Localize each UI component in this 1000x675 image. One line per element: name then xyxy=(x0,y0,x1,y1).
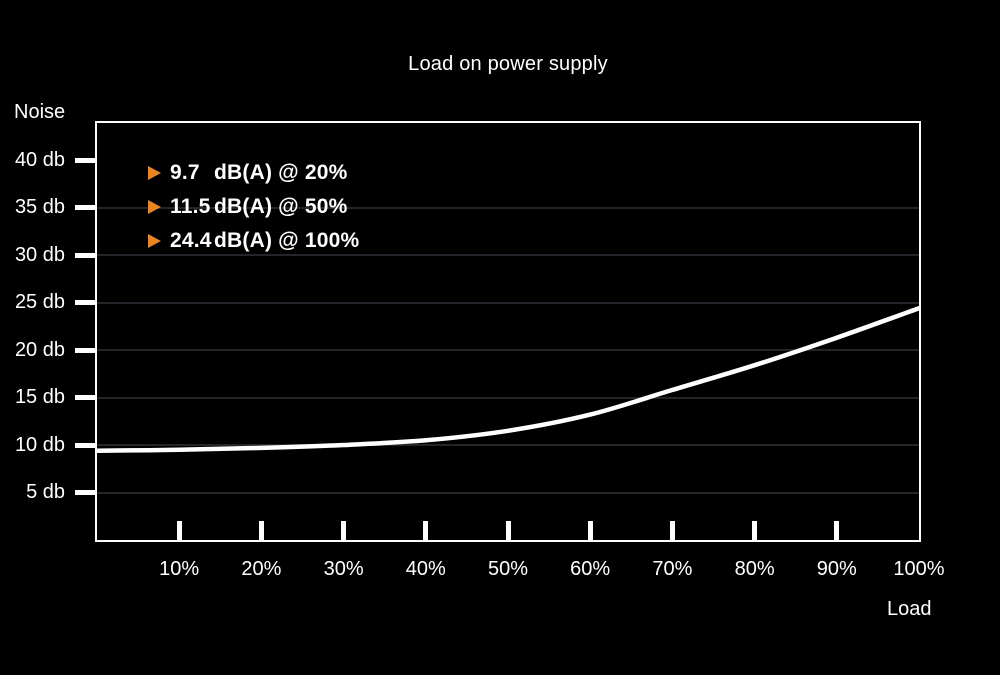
right-triangle-icon xyxy=(148,165,161,180)
x-tick-label: 10% xyxy=(159,558,200,580)
x-tick-mark xyxy=(258,521,264,540)
x-tick-mark xyxy=(176,521,182,540)
y-tick-label: 15 db xyxy=(14,386,65,409)
y-tick-label: 35 db xyxy=(14,196,65,219)
y-tick-label: 20 db xyxy=(14,338,65,361)
y-tick-mark xyxy=(75,490,95,495)
gridline xyxy=(97,254,919,257)
legend-label: dB(A) @ 100% xyxy=(214,228,360,252)
y-axis-title: Noise xyxy=(14,101,66,123)
x-tick-mark xyxy=(752,521,758,540)
right-triangle-icon xyxy=(148,233,161,248)
legend-item: 11.5 dB(A) @ 50% xyxy=(148,193,359,220)
legend-item: 24.4 dB(A) @ 100% xyxy=(148,227,359,254)
noise-curve-path xyxy=(97,305,919,453)
x-tick-mark xyxy=(505,521,511,540)
x-tick-mark xyxy=(341,521,347,540)
gridline xyxy=(97,206,919,209)
legend-label: dB(A) @ 50% xyxy=(214,194,348,218)
chart-title: Load on power supply xyxy=(408,53,608,75)
y-tick-mark xyxy=(75,205,95,211)
gridline xyxy=(97,444,919,446)
gridline xyxy=(97,349,919,352)
x-tick-label: 70% xyxy=(652,558,693,580)
gridline xyxy=(97,491,919,494)
y-tick-mark xyxy=(75,252,95,258)
y-tick-mark xyxy=(75,347,95,353)
y-tick-mark xyxy=(75,442,95,448)
legend-value: 24.4 xyxy=(170,228,212,252)
x-tick-label: 40% xyxy=(405,558,446,580)
legend-item: 9.7 dB(A) @ 20% xyxy=(148,159,359,186)
gridline xyxy=(97,396,919,399)
x-tick-mark xyxy=(834,521,840,540)
x-tick-label: 60% xyxy=(570,558,611,580)
x-tick-label: 30% xyxy=(323,558,364,580)
plot-area: 9.7 dB(A) @ 20% 11.5 dB(A) @ 50% 24.4 dB… xyxy=(95,121,921,542)
y-tick-label: 30 db xyxy=(14,243,65,266)
gridline xyxy=(97,301,919,304)
x-tick-label: 90% xyxy=(816,558,857,580)
x-tick-label: 20% xyxy=(241,558,282,580)
x-tick-mark xyxy=(669,521,675,540)
legend-value: 11.5 xyxy=(170,194,211,218)
x-tick-mark xyxy=(423,521,429,540)
x-tick-label: 80% xyxy=(734,558,775,580)
x-tick-label: 100% xyxy=(893,558,945,580)
y-tick-label: 5 db xyxy=(26,481,65,503)
legend-label: dB(A) @ 20% xyxy=(214,160,348,184)
right-triangle-icon xyxy=(148,199,161,214)
y-tick-label: 25 db xyxy=(14,291,65,314)
legend: 9.7 dB(A) @ 20% 11.5 dB(A) @ 50% 24.4 dB… xyxy=(148,159,359,261)
x-axis-title: Load xyxy=(887,598,932,620)
legend-value: 9.7 xyxy=(170,160,200,184)
y-tick-mark xyxy=(75,300,95,306)
noise-curve xyxy=(97,305,919,453)
y-tick-mark xyxy=(75,395,95,401)
y-tick-label: 40 db xyxy=(14,148,65,171)
y-tick-label: 10 db xyxy=(14,433,65,456)
y-tick-mark xyxy=(75,157,95,163)
x-tick-label: 50% xyxy=(487,558,529,580)
x-tick-mark xyxy=(587,521,593,540)
